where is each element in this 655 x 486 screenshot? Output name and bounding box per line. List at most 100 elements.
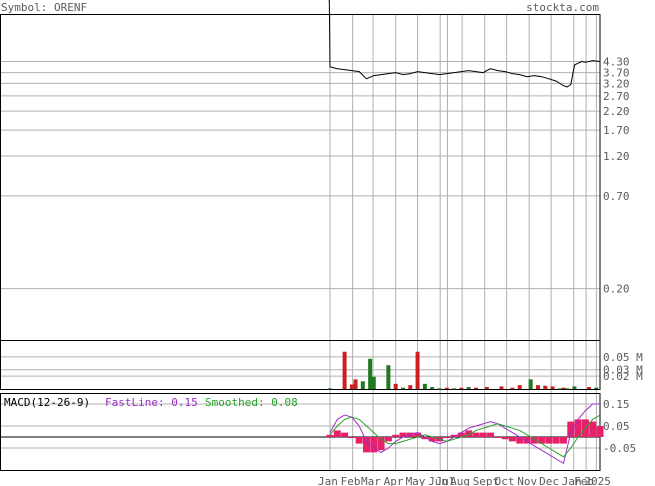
volume-bar [557, 388, 562, 390]
macd-histogram-bar [421, 437, 429, 440]
fastline-label: FastLine: 0.15 [105, 396, 198, 409]
price-tick-label: 1.20 [603, 150, 630, 163]
macd-histogram-bar [377, 437, 385, 451]
volume-bar [517, 385, 522, 389]
price-tick-label: 0.70 [603, 190, 630, 203]
volume-bar [459, 387, 464, 389]
panel-frame [0, 14, 601, 341]
volume-bar [430, 387, 435, 389]
macd-histogram-bar [501, 437, 509, 440]
volume-bar [594, 387, 599, 389]
macd-fastline [329, 403, 600, 465]
macd-histogram-bar [450, 434, 458, 437]
macd-title: MACD(12-26-9) [4, 396, 90, 409]
panel-frame [0, 340, 601, 390]
volume-bar [466, 387, 471, 389]
volume-bar [328, 388, 332, 390]
macd-histogram-bar [472, 432, 480, 437]
volume-bar [386, 365, 391, 389]
macd-histogram-bar [523, 437, 531, 444]
macd-histogram-bar [399, 432, 407, 437]
macd-tick-label: 0.05 [603, 420, 630, 433]
macd-histogram-bar [362, 437, 370, 453]
volume-bar [400, 387, 405, 389]
x-tick-label: Jul [435, 475, 455, 486]
price-series-line [328, 0, 601, 88]
volume-bar [393, 383, 398, 389]
volume-bar [561, 387, 566, 389]
macd-histogram-bar [443, 437, 451, 438]
site-label[interactable]: stockta.com [526, 1, 599, 14]
volume-tick-label: 0.05 M [603, 351, 643, 364]
volume-bar [437, 388, 442, 390]
x-tick-label: Aug [450, 475, 470, 486]
x-tick-label: Feb [574, 475, 594, 486]
chart-marks [326, 0, 604, 465]
macd-histogram-bar [457, 432, 465, 437]
volume-bar [408, 385, 413, 389]
smoothed-label: Smoothed: 0.08 [205, 396, 298, 409]
macd-tick-label: 0.15 [603, 398, 630, 411]
macd-smoothed-line [329, 414, 601, 458]
volume-bar [349, 384, 354, 389]
price-tick-label: 3.70 [603, 67, 630, 80]
volume-bar [415, 351, 420, 389]
volume-bar [371, 376, 376, 389]
x-tick-label: Sept [473, 475, 500, 486]
macd-histogram-bar [508, 437, 516, 442]
volume-tick-label: 0.03 M [603, 364, 643, 377]
volume-bar [484, 387, 489, 389]
macd-histogram-bar [479, 432, 487, 437]
volume-bar [342, 351, 347, 389]
macd-histogram-bar [545, 437, 553, 444]
macd-histogram-bar [341, 432, 349, 437]
macd-histogram-bar [596, 426, 604, 437]
x-tick-label: Dec [539, 475, 559, 486]
volume-bar [587, 387, 592, 389]
symbol-label: Symbol: ORENF [1, 1, 87, 14]
price-tick-label: 2.20 [603, 105, 630, 118]
x-tick-label: Oct [495, 475, 515, 486]
macd-histogram-bar [552, 437, 560, 444]
volume-bar [572, 386, 577, 389]
macd-histogram-bar [326, 434, 334, 437]
volume-bar [565, 388, 570, 390]
macd-histogram-bar [465, 430, 473, 437]
volume-bar [360, 381, 365, 389]
price-tick-label: 1.70 [603, 124, 630, 137]
volume-bar [353, 379, 358, 389]
macd-histogram-bar [348, 437, 356, 438]
volume-bar [444, 387, 449, 389]
x-tick-label: Nov [517, 475, 537, 486]
macd-histogram-bar [392, 434, 400, 437]
volume-bar [499, 386, 504, 389]
macd-histogram-bar [494, 437, 502, 438]
x-tick-label: Jun [428, 475, 448, 486]
x-tick-label: Feb [341, 475, 361, 486]
macd-histogram-bar [530, 437, 538, 444]
macd-histogram-bar [333, 430, 341, 437]
macd-histogram-bar [560, 437, 568, 444]
price-tick-label: 2.70 [603, 90, 630, 103]
macd-histogram-bar [574, 419, 582, 437]
x-tick-label: Mar [361, 475, 381, 486]
volume-tick-label: 0.02 M [603, 370, 643, 383]
volume-bar [528, 379, 533, 389]
macd-histogram-bar [355, 437, 363, 444]
macd-histogram-bar [428, 437, 436, 442]
volume-bar [510, 387, 515, 389]
x-tick-label: May [406, 475, 426, 486]
macd-histogram-bar [538, 437, 546, 444]
x-tick-label: Jan [318, 475, 338, 486]
x-tick-label: Apr [384, 475, 404, 486]
macd-histogram-bar [487, 432, 495, 437]
macd-histogram-bar [516, 437, 524, 444]
macd-histogram-bar [370, 437, 378, 453]
volume-bar [543, 385, 548, 389]
macd-histogram-bar [567, 421, 575, 437]
macd-tick-label: -0.05 [603, 442, 636, 455]
macd-histogram-bar [384, 437, 392, 442]
price-tick-label: 3.20 [603, 77, 630, 90]
